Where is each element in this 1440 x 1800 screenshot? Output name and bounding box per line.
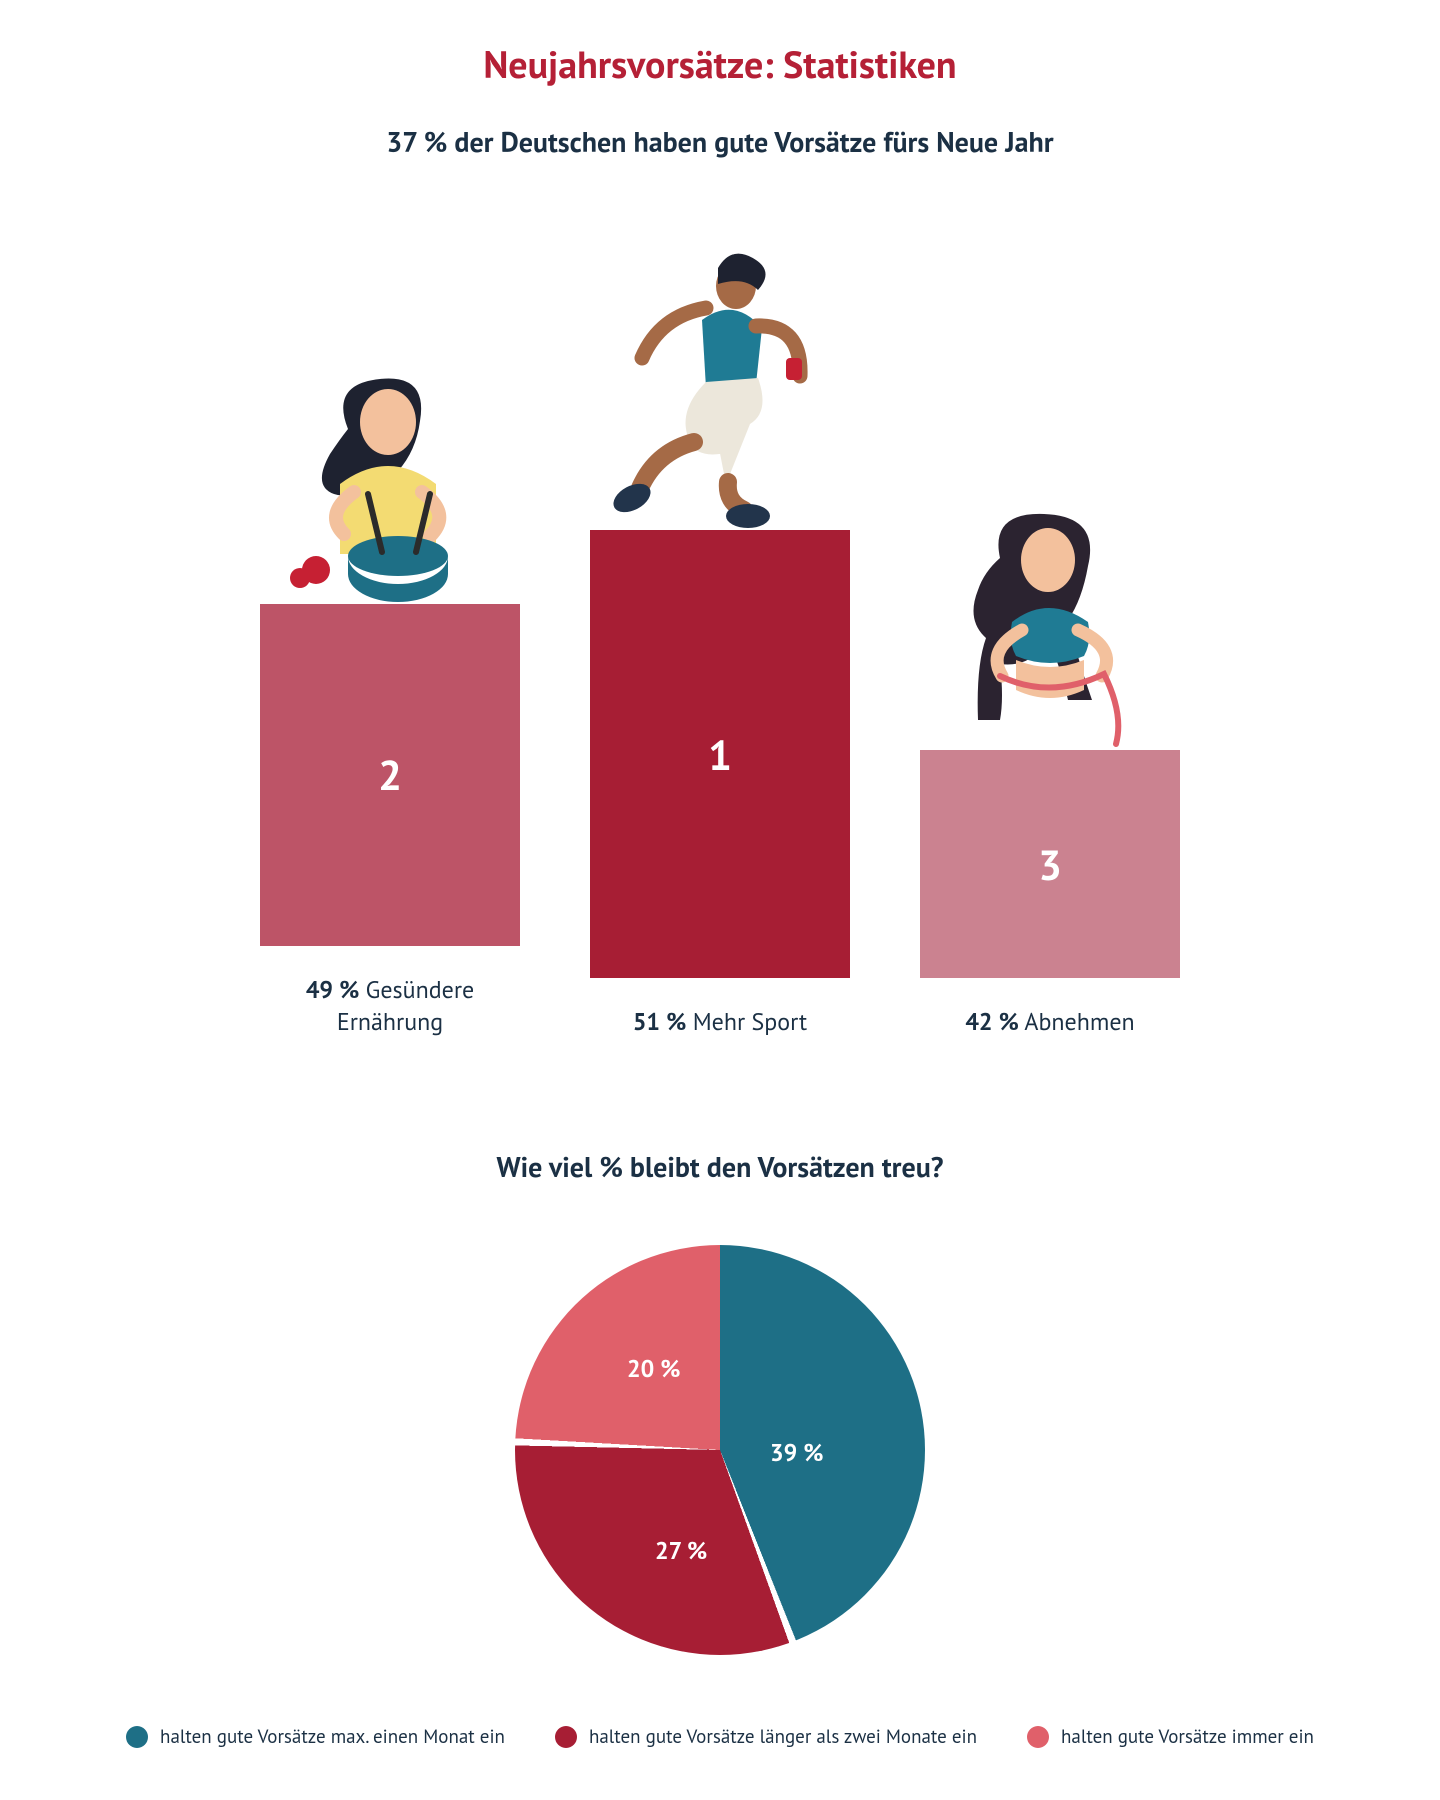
podium-label: Mehr Sport	[686, 1006, 807, 1037]
main-title: Neujahrsvorsätze: Statistiken	[483, 40, 956, 89]
podium-bar-2: 2	[260, 604, 520, 946]
legend-item: halten gute Vorsätze immer ein	[1027, 1725, 1314, 1749]
legend-dot-icon	[126, 1726, 148, 1748]
podium-caption: 51 % Mehr Sport	[633, 1006, 807, 1038]
pie-legend: halten gute Vorsätze max. einen Monat ei…	[40, 1725, 1400, 1749]
measure-icon	[920, 510, 1180, 750]
podium-caption: 49 % Gesündere Ernährung	[260, 974, 520, 1039]
podium-bar-3: 3	[920, 750, 1180, 978]
pie-slice-label: 20 %	[627, 1353, 680, 1384]
pie-slice-label: 27 %	[655, 1535, 707, 1566]
cooking-icon	[260, 374, 520, 604]
podium-col-3: 3 42 % Abnehmen	[920, 510, 1180, 1038]
podium-rank: 1	[708, 727, 732, 782]
pie-chart: 39 % 27 % 20 %	[515, 1245, 925, 1655]
podium-caption: 42 % Abnehmen	[965, 1006, 1134, 1038]
podium-col-2: 2 49 % Gesündere Ernährung	[260, 374, 520, 1039]
podium-percent: 51 %	[633, 1006, 686, 1037]
legend-text: halten gute Vorsätze immer ein	[1061, 1725, 1314, 1749]
pie-slice-label: 39 %	[770, 1437, 823, 1468]
subtitle: 37 % der Deutschen haben gute Vorsätze f…	[386, 123, 1053, 160]
legend-dot-icon	[555, 1726, 577, 1748]
pie-title: Wie viel % bleibt den Vorsätzen treu?	[496, 1148, 943, 1185]
podium-label: Abnehmen	[1019, 1006, 1135, 1037]
podium-rank: 3	[1038, 837, 1062, 892]
podium-rank: 2	[378, 747, 402, 802]
legend-text: halten gute Vorsätze länger als zwei Mon…	[589, 1725, 977, 1749]
pie-disc	[515, 1245, 925, 1655]
legend-item: halten gute Vorsätze länger als zwei Mon…	[555, 1725, 977, 1749]
podium-bar-1: 1	[590, 530, 850, 978]
legend-item: halten gute Vorsätze max. einen Monat ei…	[126, 1725, 505, 1749]
podium-chart: 2 49 % Gesündere Ernährung 1 51 % Mehr Spo…	[40, 250, 1400, 1038]
legend-text: halten gute Vorsätze max. einen Monat ei…	[160, 1725, 505, 1749]
podium-percent: 49 %	[306, 974, 359, 1005]
legend-dot-icon	[1027, 1726, 1049, 1748]
runner-icon	[590, 250, 850, 530]
podium-percent: 42 %	[965, 1006, 1018, 1037]
podium-col-1: 1 51 % Mehr Sport	[590, 250, 850, 1038]
